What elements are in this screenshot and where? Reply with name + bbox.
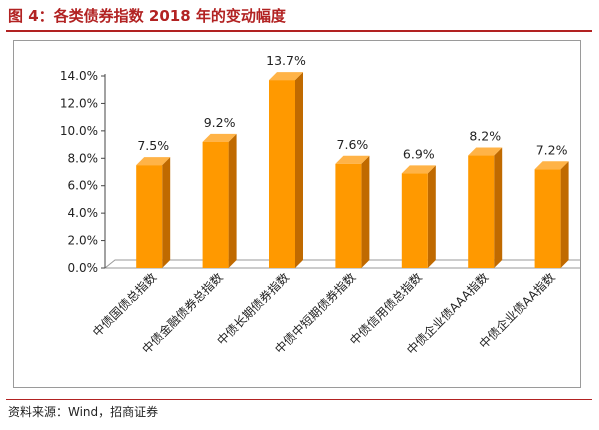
data-label: 7.5% (137, 138, 169, 153)
title-rule (6, 30, 592, 32)
bar-top (269, 72, 303, 81)
bar-top (534, 161, 569, 170)
bar (468, 155, 495, 268)
bar-side (427, 165, 436, 268)
y-tick-label: 12.0% (60, 96, 98, 110)
y-tick-label: 8.0% (68, 151, 99, 165)
bar-side (494, 147, 503, 268)
bar-top (202, 133, 237, 142)
bar-top (468, 147, 503, 156)
bar (401, 173, 428, 268)
bar (202, 141, 229, 268)
y-tick-label: 0.0% (68, 261, 99, 275)
data-label: 6.9% (403, 146, 435, 161)
data-label: 8.2% (469, 129, 501, 144)
category-label: 中债信用债总指数 (346, 270, 424, 348)
data-label: 7.2% (536, 142, 568, 157)
y-tick-label: 2.0% (68, 234, 99, 248)
data-label: 9.2% (204, 115, 236, 130)
category-label: 中债国债总指数 (89, 270, 159, 340)
bar-top (136, 157, 171, 166)
bar-top (401, 165, 436, 174)
y-tick-label: 10.0% (60, 124, 98, 138)
bar-top (335, 155, 370, 164)
bar (136, 165, 163, 268)
bar-chart: 0.0% 2.0% 4.0% 6.0% 8.0% 10.0% 12.0% 14.0% 7.5% 中… (60, 53, 580, 357)
figure-title: 图 4：各类债券指数 2018 年的变动幅度 (8, 7, 286, 25)
bar-side (295, 72, 303, 268)
source-rule (6, 399, 592, 400)
data-label: 7.6% (337, 137, 369, 152)
bar-side (228, 133, 237, 268)
bar (269, 80, 295, 268)
category-label: 中债长期债券指数 (214, 270, 292, 348)
chart-frame: 0.0% 2.0% 4.0% 6.0% 8.0% 10.0% 12.0% 14.0% 7.5% 中… (13, 40, 581, 388)
bar (335, 163, 362, 268)
source-note: 资料来源：Wind，招商证券 (8, 405, 159, 419)
bar-side (361, 155, 370, 268)
y-tick-label: 6.0% (68, 179, 99, 193)
y-tick-label: 14.0% (60, 69, 98, 83)
data-label: 13.7% (266, 53, 306, 68)
bar (534, 169, 561, 268)
y-tick-label: 4.0% (68, 206, 99, 220)
bar-side (162, 157, 171, 268)
bar-side (560, 161, 569, 268)
